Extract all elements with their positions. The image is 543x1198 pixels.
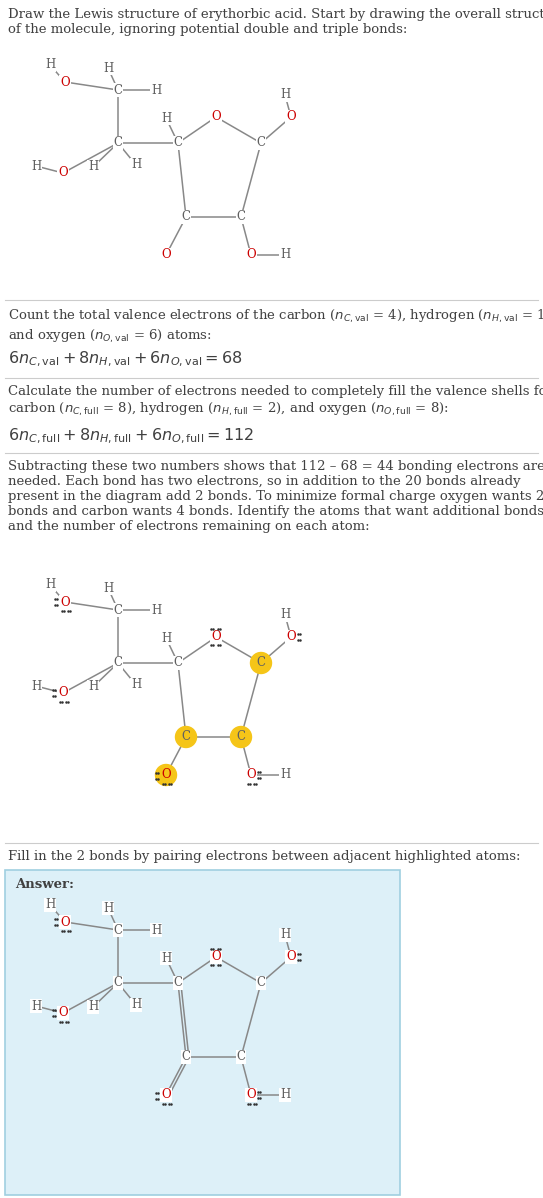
Circle shape — [175, 726, 197, 748]
Text: C: C — [113, 657, 123, 670]
Text: H: H — [280, 928, 290, 942]
Text: Count the total valence electrons of the carbon ($n_{C,\mathrm{val}}$ = 4), hydr: Count the total valence electrons of the… — [8, 308, 543, 345]
Text: O: O — [161, 768, 171, 781]
Text: C: C — [113, 604, 123, 617]
Circle shape — [250, 653, 272, 673]
Text: H: H — [280, 609, 290, 622]
Text: C: C — [174, 137, 182, 150]
Text: H: H — [88, 680, 98, 694]
Text: H: H — [151, 924, 161, 937]
Text: H: H — [151, 604, 161, 617]
Text: O: O — [286, 950, 296, 963]
Text: O: O — [246, 248, 256, 261]
Text: H: H — [280, 1089, 290, 1101]
Circle shape — [155, 764, 176, 786]
Text: O: O — [211, 630, 221, 643]
Text: O: O — [246, 768, 256, 781]
Text: C: C — [174, 976, 182, 990]
Text: H: H — [103, 902, 113, 914]
Text: O: O — [286, 630, 296, 643]
Text: C: C — [237, 211, 245, 224]
Text: O: O — [60, 595, 70, 609]
Text: O: O — [286, 110, 296, 123]
Text: C: C — [113, 137, 123, 150]
Text: $6n_{C,\mathrm{full}} + 8n_{H,\mathrm{full}} + 6n_{O,\mathrm{full}} = 112$: $6n_{C,\mathrm{full}} + 8n_{H,\mathrm{fu… — [8, 426, 254, 447]
Text: C: C — [237, 731, 245, 744]
Text: O: O — [58, 167, 68, 180]
Text: H: H — [161, 951, 171, 964]
Text: C: C — [256, 137, 266, 150]
Text: C: C — [113, 976, 123, 990]
Text: H: H — [31, 679, 41, 692]
Text: H: H — [280, 768, 290, 781]
Text: Calculate the number of electrons needed to completely fill the valence shells f: Calculate the number of electrons needed… — [8, 385, 543, 418]
Text: Draw the Lewis structure of erythorbic acid. Start by drawing the overall struct: Draw the Lewis structure of erythorbic a… — [8, 8, 543, 36]
Text: O: O — [60, 915, 70, 928]
Text: O: O — [161, 1089, 171, 1101]
Text: C: C — [113, 924, 123, 937]
Text: H: H — [45, 579, 55, 592]
Text: C: C — [256, 657, 266, 670]
Text: C: C — [256, 976, 266, 990]
Text: O: O — [60, 75, 70, 89]
Text: H: H — [280, 248, 290, 261]
Text: H: H — [45, 59, 55, 72]
Text: C: C — [174, 657, 182, 670]
Text: H: H — [103, 61, 113, 74]
Text: H: H — [131, 998, 141, 1011]
Circle shape — [230, 726, 251, 748]
Text: H: H — [280, 89, 290, 102]
Text: O: O — [211, 950, 221, 963]
Text: Fill in the 2 bonds by pairing electrons between adjacent highlighted atoms:: Fill in the 2 bonds by pairing electrons… — [8, 851, 521, 863]
Text: H: H — [131, 678, 141, 691]
Text: O: O — [58, 1006, 68, 1019]
Text: H: H — [88, 161, 98, 174]
Text: H: H — [31, 999, 41, 1012]
Text: C: C — [237, 1051, 245, 1064]
Text: H: H — [45, 898, 55, 912]
Text: H: H — [31, 159, 41, 173]
FancyBboxPatch shape — [5, 870, 400, 1194]
Text: Answer:: Answer: — [15, 878, 74, 891]
Text: C: C — [181, 1051, 191, 1064]
Text: O: O — [246, 1089, 256, 1101]
Text: H: H — [131, 158, 141, 171]
Text: $6n_{C,\mathrm{val}} + 8n_{H,\mathrm{val}} + 6n_{O,\mathrm{val}} = 68$: $6n_{C,\mathrm{val}} + 8n_{H,\mathrm{val… — [8, 350, 243, 369]
Text: C: C — [181, 211, 191, 224]
Text: O: O — [161, 248, 171, 261]
Text: C: C — [181, 731, 191, 744]
Text: O: O — [211, 110, 221, 123]
Text: H: H — [88, 1000, 98, 1014]
Text: H: H — [151, 84, 161, 97]
Text: Subtracting these two numbers shows that 112 – 68 = 44 bonding electrons are
nee: Subtracting these two numbers shows that… — [8, 460, 543, 533]
Text: H: H — [161, 631, 171, 645]
Text: C: C — [113, 84, 123, 97]
Text: O: O — [58, 686, 68, 700]
Text: H: H — [103, 581, 113, 594]
Text: H: H — [161, 111, 171, 125]
